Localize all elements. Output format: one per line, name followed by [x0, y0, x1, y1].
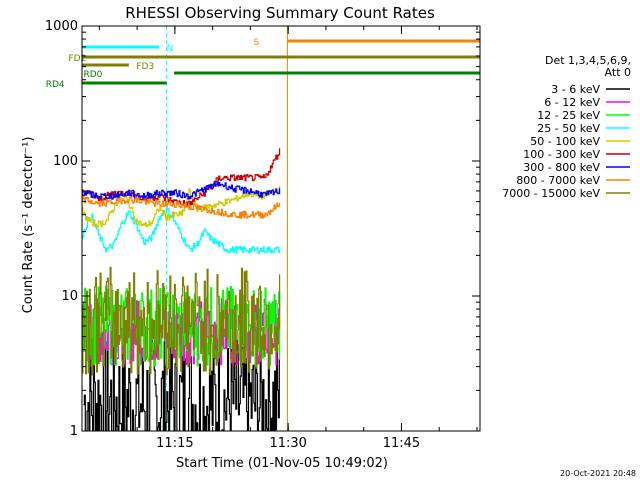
plot-frame — [81, 25, 481, 432]
chart-title: RHESSI Observing Summary Count Rates — [125, 4, 435, 22]
flag-label: RD4 — [46, 80, 65, 90]
y-tick-label: 100 — [53, 154, 78, 169]
legend-label: 12 - 25 keV — [537, 109, 600, 122]
series-line — [506, 301, 640, 341]
series-line — [506, 293, 640, 333]
legend-title: Det 1,3,4,5,6,9, — [545, 54, 631, 67]
series-line — [537, 357, 590, 431]
series-group — [82, 206, 640, 326]
legend-title: Att 0 — [605, 66, 631, 79]
series-line — [82, 148, 281, 208]
flag-label: FD2 — [68, 54, 86, 64]
flag-label: RD0 — [84, 70, 103, 80]
series-line — [82, 181, 281, 200]
series-line — [82, 266, 281, 376]
y-tick-label: 10 — [61, 289, 78, 304]
series-line — [506, 329, 640, 396]
series-line — [82, 186, 281, 228]
legend-label: 50 - 100 keV — [530, 135, 600, 148]
y-tick-label: 1000 — [45, 19, 78, 34]
legend-label: 25 - 50 keV — [537, 122, 600, 135]
flag-label: FD3 — [136, 62, 154, 72]
legend-label: 300 - 800 keV — [523, 161, 600, 174]
legend-label: 7000 - 15000 keV — [502, 187, 600, 200]
x-tick-label: 11:15 — [156, 436, 193, 451]
series-group — [83, 336, 590, 431]
series-group — [82, 186, 281, 228]
legend-label: 100 - 300 keV — [523, 148, 600, 161]
series-line — [506, 241, 640, 326]
series-group — [82, 181, 281, 200]
series-group — [82, 266, 640, 396]
y-axis-label: Count Rate (s⁻¹ detector⁻¹) — [21, 137, 36, 314]
legend-label: 3 - 6 keV — [551, 83, 600, 96]
plot-area: N S FD2 FD3 RD0 RD4 — [46, 26, 640, 431]
plot-content — [82, 26, 640, 431]
series-group — [82, 195, 281, 219]
x-tick-label: 11:45 — [383, 436, 420, 451]
legend-label: 6 - 12 keV — [544, 96, 600, 109]
x-tick-label: 11:30 — [269, 436, 306, 451]
y-tick-label: 1 — [70, 424, 78, 439]
series-line — [82, 206, 281, 254]
axes: 11:15 11:30 11:45 1 10 100 1000 — [45, 19, 481, 451]
series-line — [83, 336, 280, 431]
flag-label: S — [253, 38, 259, 48]
series-group — [82, 148, 281, 208]
flag-label: N — [167, 44, 174, 54]
legend-label: 800 - 7000 keV — [516, 174, 600, 187]
footer-timestamp: 20-Oct-2021 20:48 — [560, 469, 636, 478]
x-axis-label: Start Time (01-Nov-05 10:49:02) — [176, 456, 388, 471]
series-line — [82, 195, 281, 219]
